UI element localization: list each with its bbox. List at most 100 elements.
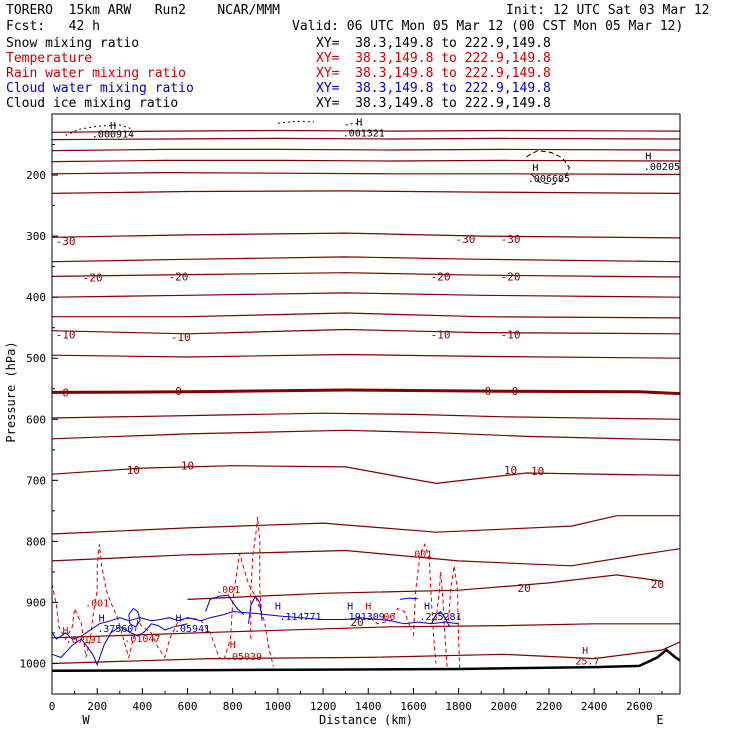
cloud-water-contour-5 — [399, 597, 419, 600]
isotherm-9 — [51, 292, 681, 298]
isotherm-label-19: 20 — [518, 582, 531, 595]
isotherm-16 — [51, 465, 681, 485]
isotherm-label-13: 0 — [485, 385, 492, 398]
rain-contour-2 — [412, 543, 437, 664]
max-label-19: .05039 — [226, 652, 262, 663]
isotherm-label-21: 20 — [350, 616, 363, 629]
isotherm-6 — [51, 232, 681, 239]
max-label-3: .001321 — [343, 128, 385, 139]
max-label-7: .00205 — [644, 162, 680, 173]
cloud-water-contours — [51, 594, 459, 667]
max-label-6: H — [645, 152, 651, 163]
x-tick-label-1: 200 — [87, 700, 107, 713]
max-label-17: .05941 — [174, 624, 210, 635]
cloud-water-contour-1 — [51, 623, 188, 667]
isotherm-5 — [51, 190, 681, 194]
max-label-10: .001 — [408, 550, 432, 561]
isotherm-17 — [51, 515, 680, 535]
rain-water-contours — [51, 516, 461, 670]
max-label-21: .114771 — [279, 612, 321, 623]
cloud-water-contour-6 — [431, 610, 451, 628]
isotherm-8 — [51, 272, 681, 278]
x-tick-label-9: 1800 — [445, 700, 472, 713]
isotherm-label-11: 0 — [62, 386, 69, 399]
max-label-11: H — [63, 626, 69, 637]
isotherm-label-6: -20 — [501, 270, 521, 283]
y-tick-label-4: 600 — [26, 413, 46, 426]
header-init: Init: 12 UTC Sat 03 Mar 12 — [506, 3, 710, 18]
contour-labels: -30 -30 -30 -20 -20 -20 -20 -10 -10 -10 -10 0 0 0 0 10 1… — [56, 233, 664, 629]
isotherm-label-1: -30 — [455, 233, 475, 246]
legend-xy-rain: XY= 38.3,149.8 to 222.9,149.8 — [316, 66, 551, 81]
isotherm-label-9: -10 — [431, 328, 451, 341]
x-tick-label-2: 400 — [132, 700, 152, 713]
isotherm-20 — [51, 623, 680, 639]
y-tick-label-3: 500 — [26, 352, 46, 365]
legend-xy-cloud-water: XY= 38.3,149.8 to 222.9,149.8 — [316, 81, 551, 96]
x-tick-label-5: 1000 — [265, 700, 292, 713]
max-label-23: .191309 — [343, 612, 385, 623]
x-axis-label: Distance (km) — [319, 713, 413, 727]
max-label-4: H — [532, 163, 538, 174]
rain-contour-4 — [448, 565, 461, 670]
max-label-18: H — [230, 640, 236, 651]
ice-contour-0 — [526, 150, 570, 185]
isotherm-label-5: -20 — [431, 270, 451, 283]
max-label-12: .07191 — [66, 635, 102, 646]
temperature-contours — [51, 129, 681, 665]
maxima-labels: H.000914H.001321H.006605H.00205.001.001.… — [63, 117, 680, 667]
max-label-20: H — [275, 601, 281, 612]
ice-dash-2 — [345, 122, 364, 127]
isotherm-label-2: -30 — [501, 233, 521, 246]
rain-contour-5 — [370, 607, 412, 631]
isotherm-label-12: 0 — [175, 385, 182, 398]
isotherm-label-17: 10 — [504, 464, 517, 477]
x-tick-label-7: 1400 — [355, 700, 382, 713]
isotherm-label-14: 0 — [512, 385, 519, 398]
isotherm-label-10: -10 — [501, 328, 521, 341]
isotherm-label-8: -10 — [171, 331, 191, 344]
isotherm-14 — [51, 412, 681, 420]
isotherm-18 — [51, 548, 681, 567]
ice-dash-1 — [277, 120, 315, 124]
max-label-24: H — [365, 601, 371, 612]
max-label-15: .01047 — [124, 634, 160, 645]
isotherm-label-20: 20 — [651, 578, 664, 591]
max-label-29: 25.7 — [575, 656, 599, 667]
isotherm-15 — [51, 429, 681, 441]
legend-xy-snow: XY= 38.3,149.8 to 222.9,149.8 — [316, 36, 551, 51]
isotherm-13 — [51, 388, 681, 396]
rain-contour-3 — [435, 571, 448, 670]
cloud-water-contour-3 — [205, 594, 245, 615]
y-tick-label-0: 200 — [26, 169, 46, 182]
isotherm-10 — [52, 312, 681, 319]
y-tick-label-6: 800 — [26, 535, 46, 548]
max-label-13: H — [99, 614, 105, 625]
x-tick-label-6: 1200 — [310, 700, 337, 713]
x-tick-label-8: 1600 — [400, 700, 427, 713]
isotherm-label-0: -30 — [56, 235, 76, 248]
isotherm-12 — [51, 353, 681, 359]
isotherm-11 — [51, 328, 681, 335]
y-tick-label-1: 300 — [26, 230, 46, 243]
cloud-ice-contours — [65, 120, 570, 185]
isotherm-label-15: 10 — [127, 464, 140, 477]
max-label-27: .225281 — [419, 612, 461, 623]
legend-field-cloud-ice: Cloud ice mixing ratio — [6, 96, 179, 111]
isotherm-label-4: -20 — [169, 270, 189, 283]
x-tick-label-12: 2400 — [581, 700, 608, 713]
x-tick-label-0: 0 — [49, 700, 56, 713]
cloud-water-contour-0 — [51, 611, 459, 640]
isotherm-1 — [51, 137, 681, 141]
legend-field-snow: Snow mixing ratio — [6, 36, 140, 51]
max-label-26: H — [424, 601, 430, 612]
y-tick-label-2: 400 — [26, 291, 46, 304]
legend-field-cloud-water: Cloud water mixing ratio — [6, 81, 194, 96]
max-label-0: H — [110, 121, 116, 132]
y-tick-label-5: 700 — [26, 474, 46, 487]
max-label-8: .001 — [85, 598, 109, 609]
y-tick-label-8: 1000 — [20, 657, 47, 670]
isotherm-4 — [51, 171, 681, 175]
legend-field-rain: Rain water mixing ratio — [6, 66, 187, 81]
max-label-9: .001 — [216, 585, 240, 596]
